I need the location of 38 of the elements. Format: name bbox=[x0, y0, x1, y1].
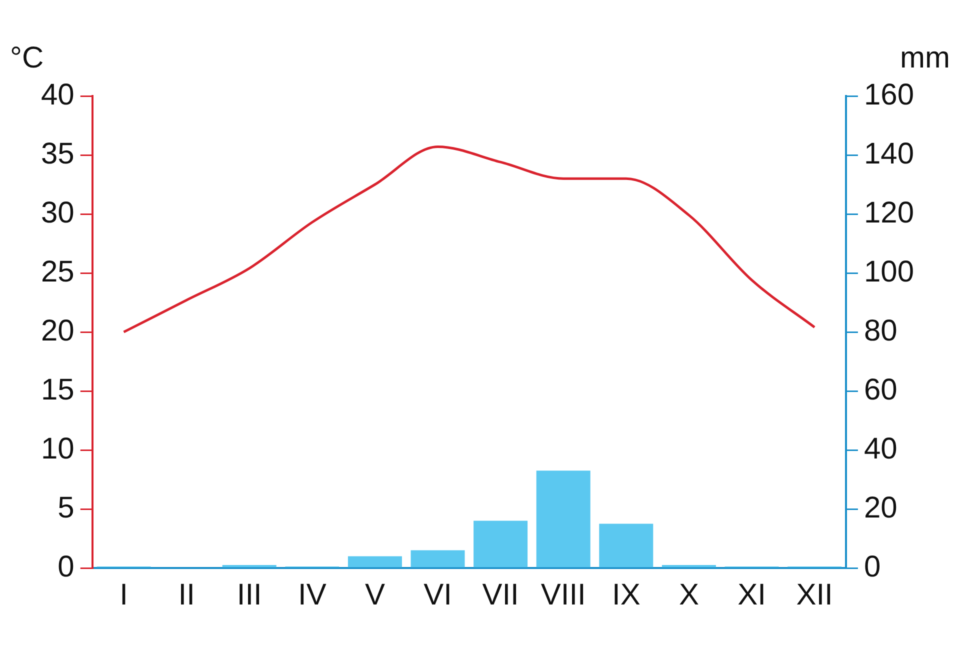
y-tick-label: 0 bbox=[58, 550, 74, 584]
y-tick-label: 40 bbox=[40, 78, 74, 112]
line-series bbox=[122, 145, 816, 334]
bar bbox=[410, 550, 465, 568]
x-tick-label: X bbox=[678, 578, 699, 612]
x-tick-label: VIII bbox=[540, 578, 586, 612]
x-tick-label: XI bbox=[738, 578, 766, 612]
y-tick-label: 20 bbox=[40, 314, 74, 348]
y2-tick-label: 60 bbox=[864, 373, 898, 406]
y2-tick-label: 80 bbox=[864, 314, 898, 348]
y2-tick-label: 100 bbox=[864, 255, 914, 288]
x-tick-label: VI bbox=[424, 578, 452, 612]
y-tick-label: 10 bbox=[40, 432, 74, 466]
y-axis-title: °C bbox=[10, 41, 44, 74]
y-tick-label: 30 bbox=[40, 196, 74, 230]
x-tick-label: IX bbox=[612, 578, 640, 612]
y2-tick-label: 160 bbox=[864, 78, 914, 112]
y-tick-label: 25 bbox=[40, 255, 74, 288]
y2-tick-label: 120 bbox=[864, 196, 914, 230]
y-tick-label: 35 bbox=[40, 137, 74, 170]
x-tick-label: V bbox=[364, 578, 385, 612]
y2-axis-title: mm bbox=[900, 41, 950, 74]
bar bbox=[599, 524, 654, 568]
x-tick-label: VII bbox=[482, 578, 519, 612]
y2-tick-label: 0 bbox=[864, 550, 881, 584]
y2-tick-label: 140 bbox=[864, 137, 914, 170]
x-tick-label: III bbox=[236, 578, 262, 612]
x-tick-label: XII bbox=[796, 578, 833, 612]
x-tick-label: I bbox=[120, 578, 128, 612]
y2-tick-label: 40 bbox=[864, 432, 898, 466]
bar bbox=[348, 556, 402, 568]
y-tick-label: 15 bbox=[40, 373, 74, 406]
bar bbox=[536, 470, 590, 568]
y2-tick-label: 20 bbox=[864, 491, 898, 524]
y-tick-label: 5 bbox=[58, 491, 74, 524]
x-tick-label: II bbox=[178, 578, 195, 612]
x-tick-label: IV bbox=[298, 578, 326, 612]
bar bbox=[474, 520, 528, 568]
